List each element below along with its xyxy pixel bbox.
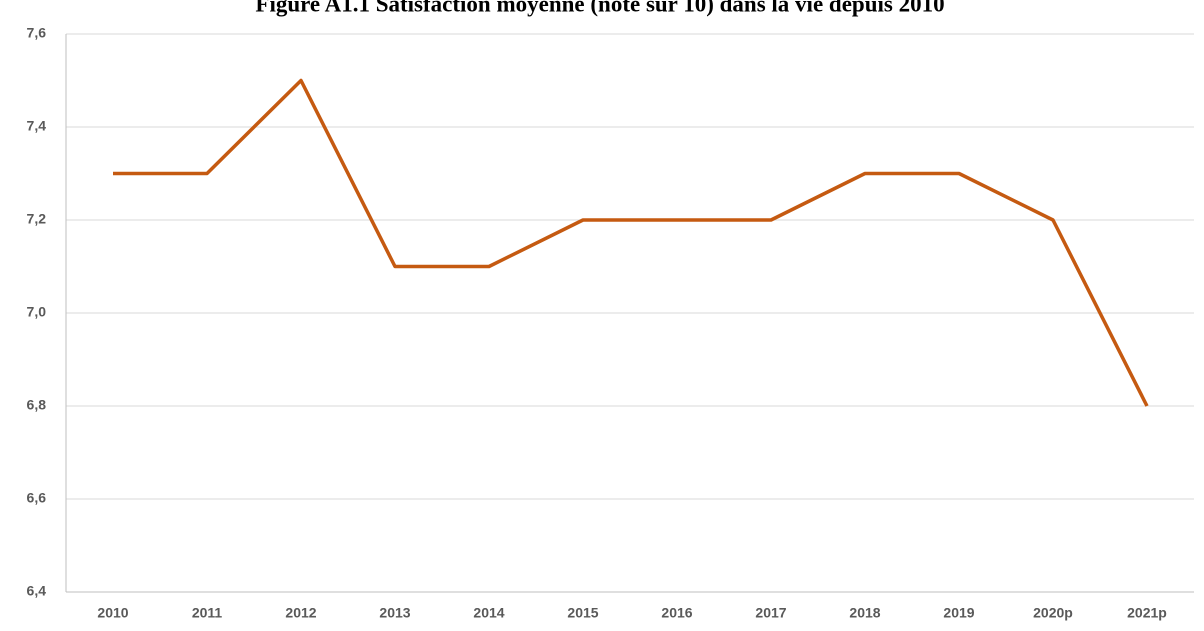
x-tick-label: 2013	[379, 605, 410, 621]
y-tick-label: 6,6	[27, 490, 47, 506]
x-tick-label: 2016	[661, 605, 692, 621]
y-tick-label: 6,8	[27, 397, 47, 413]
x-tick-label: 2017	[755, 605, 786, 621]
x-tick-label: 2012	[285, 605, 316, 621]
y-tick-label: 7,4	[27, 118, 47, 134]
y-tick-label: 6,4	[27, 583, 47, 599]
x-tick-label: 2015	[567, 605, 598, 621]
x-tick-label: 2014	[473, 605, 504, 621]
y-tick-label: 7,2	[27, 211, 47, 227]
x-tick-label: 2018	[849, 605, 880, 621]
data-line	[113, 78, 1149, 407]
chart-title: Figure A1.1 Satisfaction moyenne (note s…	[255, 0, 944, 16]
x-tick-label: 2011	[192, 605, 223, 621]
y-tick-label: 7,6	[27, 25, 47, 41]
x-tick-label: 2020p	[1033, 605, 1073, 621]
y-tick-label: 7,0	[27, 304, 47, 320]
x-tick-label: 2010	[97, 605, 128, 621]
x-tick-label: 2019	[943, 605, 974, 621]
x-tick-label: 2021p	[1127, 605, 1167, 621]
